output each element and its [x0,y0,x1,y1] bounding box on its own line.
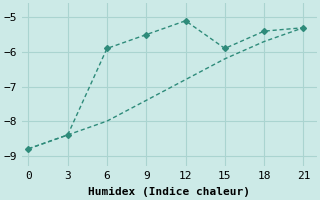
X-axis label: Humidex (Indice chaleur): Humidex (Indice chaleur) [88,186,250,197]
